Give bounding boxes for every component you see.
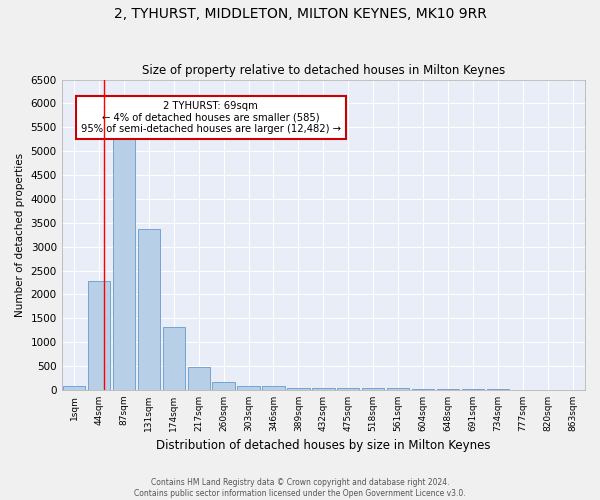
Bar [362, 388, 385, 390]
Bar [188, 367, 210, 390]
Title: Size of property relative to detached houses in Milton Keynes: Size of property relative to detached ho… [142, 64, 505, 77]
Bar [287, 388, 310, 390]
X-axis label: Distribution of detached houses by size in Milton Keynes: Distribution of detached houses by size … [156, 440, 491, 452]
Bar [337, 388, 359, 390]
Bar [387, 388, 409, 390]
Bar [461, 389, 484, 390]
Bar [412, 388, 434, 390]
Bar [63, 386, 85, 390]
Bar [238, 386, 260, 390]
Bar [212, 382, 235, 390]
Bar [163, 328, 185, 390]
Text: 2, TYHURST, MIDDLETON, MILTON KEYNES, MK10 9RR: 2, TYHURST, MIDDLETON, MILTON KEYNES, MK… [113, 8, 487, 22]
Bar [312, 388, 335, 390]
Y-axis label: Number of detached properties: Number of detached properties [15, 152, 25, 317]
Bar [262, 386, 285, 390]
Bar [113, 130, 135, 390]
Bar [437, 389, 459, 390]
Bar [137, 228, 160, 390]
Text: Contains HM Land Registry data © Crown copyright and database right 2024.
Contai: Contains HM Land Registry data © Crown c… [134, 478, 466, 498]
Bar [88, 281, 110, 390]
Text: 2 TYHURST: 69sqm
← 4% of detached houses are smaller (585)
95% of semi-detached : 2 TYHURST: 69sqm ← 4% of detached houses… [81, 102, 341, 134]
